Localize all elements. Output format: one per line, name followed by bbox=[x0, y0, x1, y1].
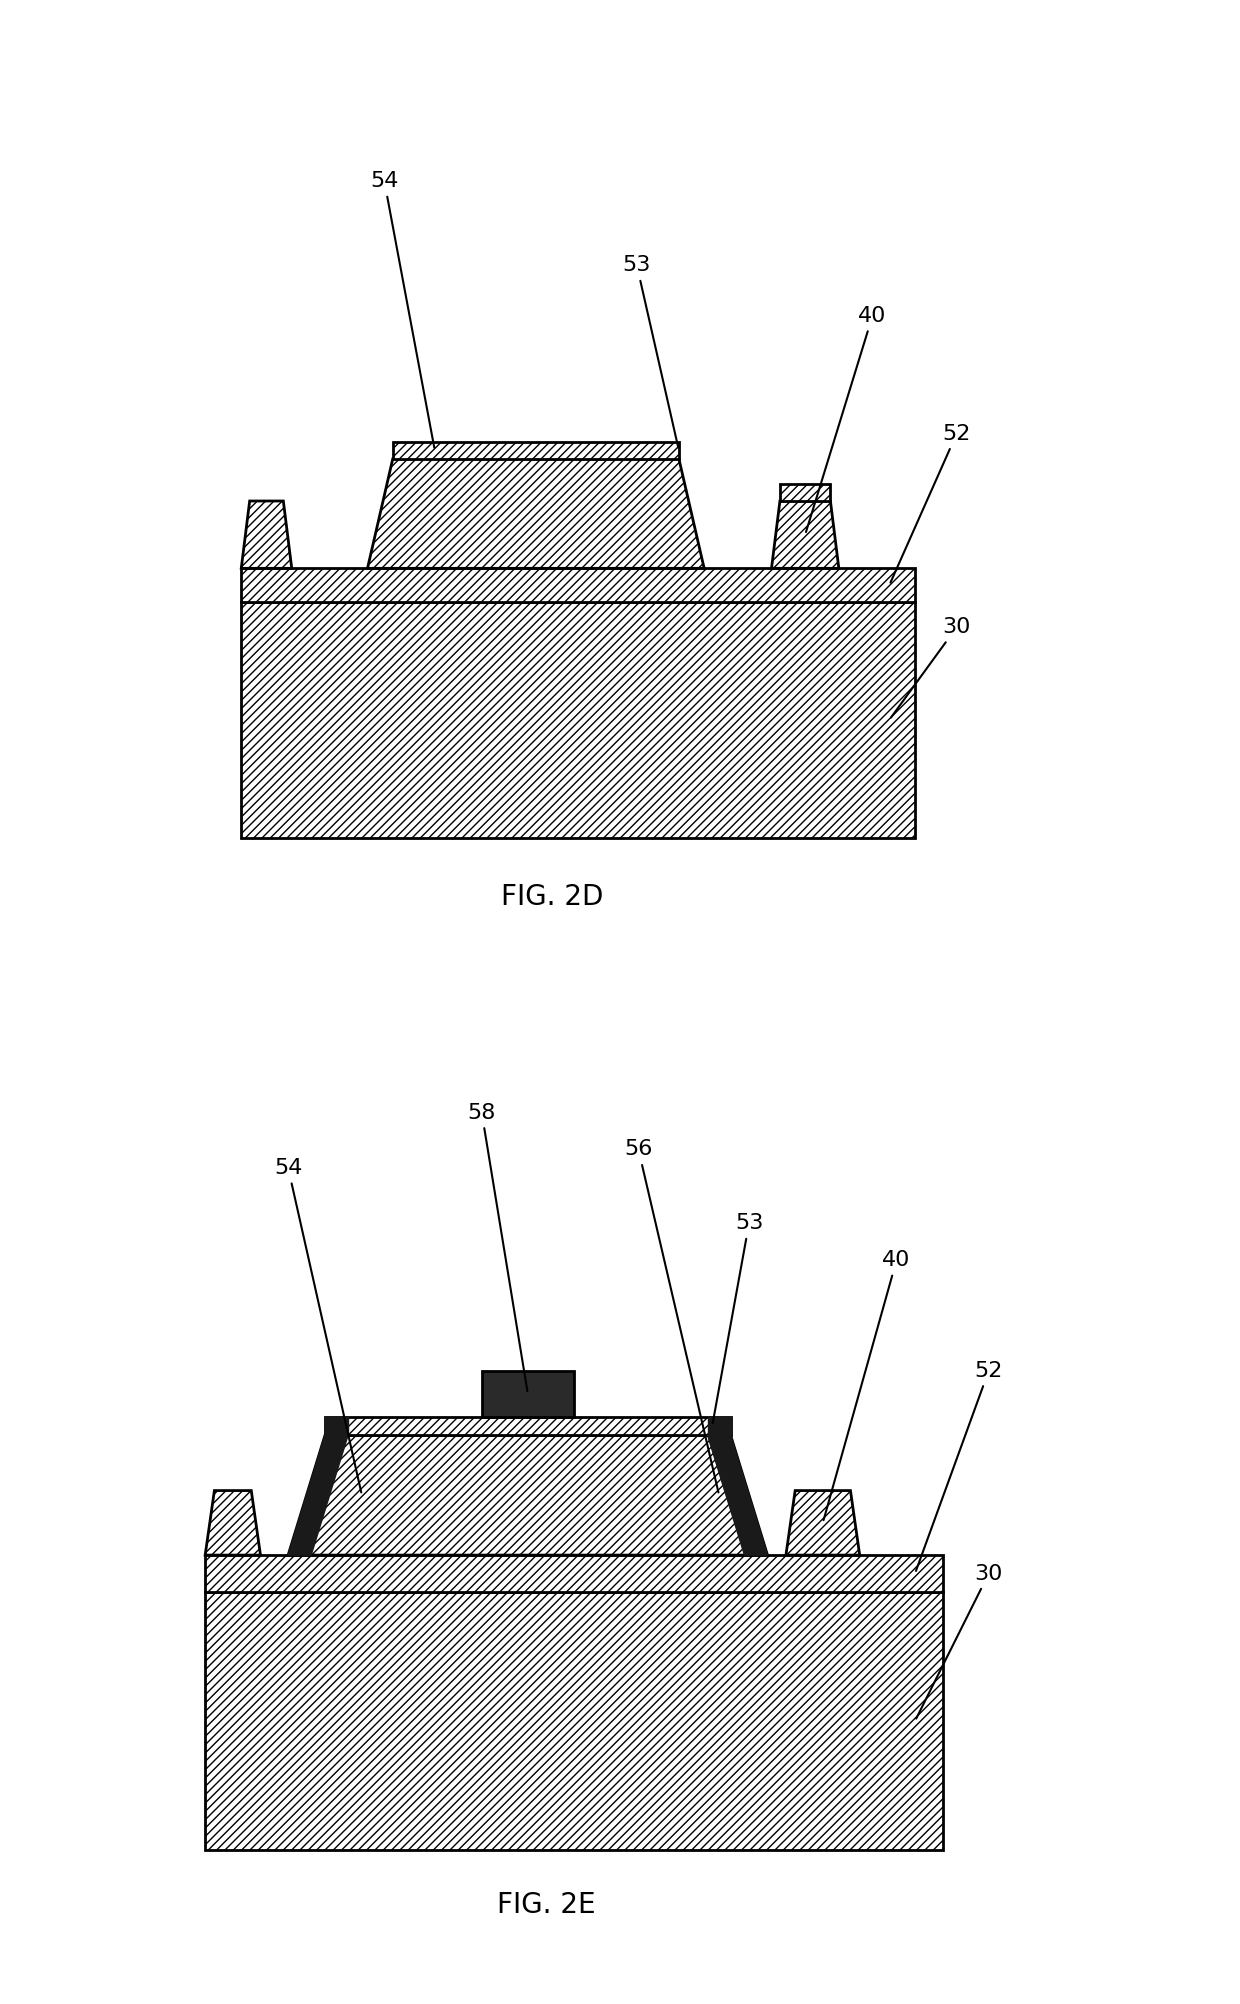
Text: 56: 56 bbox=[624, 1140, 718, 1493]
Text: 53: 53 bbox=[622, 255, 678, 447]
Polygon shape bbox=[771, 501, 838, 569]
Text: FIG. 2D: FIG. 2D bbox=[501, 882, 604, 910]
Polygon shape bbox=[367, 459, 704, 569]
Bar bbox=[205, 1555, 942, 1591]
Text: FIG. 2E: FIG. 2E bbox=[497, 1892, 595, 1920]
Text: 52: 52 bbox=[890, 423, 971, 583]
Polygon shape bbox=[288, 1435, 348, 1555]
Text: 52: 52 bbox=[916, 1361, 1003, 1571]
Bar bbox=[780, 485, 831, 501]
Bar bbox=[325, 1417, 348, 1435]
Bar bbox=[242, 601, 915, 838]
Bar bbox=[205, 1591, 942, 1850]
Text: 54: 54 bbox=[274, 1158, 361, 1493]
Bar bbox=[325, 1417, 730, 1435]
Polygon shape bbox=[288, 1435, 768, 1555]
Bar bbox=[481, 1371, 574, 1417]
Text: 30: 30 bbox=[916, 1563, 1003, 1719]
Polygon shape bbox=[786, 1491, 859, 1555]
Text: 30: 30 bbox=[892, 617, 971, 717]
Bar bbox=[393, 443, 680, 459]
Bar bbox=[708, 1417, 730, 1435]
Polygon shape bbox=[205, 1491, 260, 1555]
Text: 40: 40 bbox=[806, 307, 887, 531]
Text: 58: 58 bbox=[467, 1102, 527, 1391]
Text: 53: 53 bbox=[713, 1212, 764, 1423]
Bar bbox=[242, 569, 915, 601]
Polygon shape bbox=[708, 1435, 768, 1555]
Text: 40: 40 bbox=[823, 1250, 910, 1521]
Polygon shape bbox=[242, 501, 291, 569]
Text: 54: 54 bbox=[371, 170, 434, 447]
